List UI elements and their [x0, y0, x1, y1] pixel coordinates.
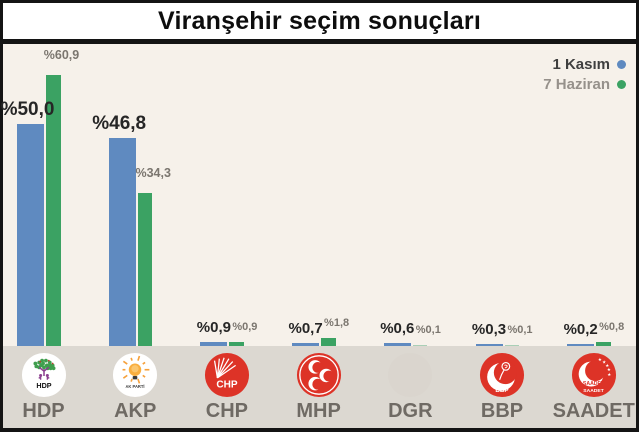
party-logo-bbp-icon: BBP — [479, 352, 525, 398]
party-column-dgr: DGR — [364, 346, 456, 423]
value-label-7haziran-dgr: %0,1 — [415, 323, 441, 336]
bar-1kasim-hdp[interactable] — [17, 123, 44, 346]
party-label-hdp: HDP — [22, 400, 65, 422]
bar-7haziran-mhp[interactable] — [321, 338, 336, 346]
party-label-bbp: BBP — [480, 400, 524, 422]
chart-plot-area: 1 Kasım 7 Haziran %50,0 %60,9 %46,8 %34,3 %0,… — [0, 44, 636, 346]
value-label-7haziran-bbp: %0,1 — [507, 323, 533, 336]
bar-1kasim-chp[interactable] — [200, 342, 228, 346]
party-footer-band: HDP HDP AK PARTİ AKP CHP CHP MHP DGR BBP BBP ★ ★ ★ ★ ★… — [3, 346, 636, 428]
value-label-1kasim-saadet: %0,2 — [563, 320, 598, 338]
chart-title-bar: Viranşehir seçim sonuçları — [3, 3, 636, 39]
bar-7haziran-akp[interactable] — [137, 193, 153, 346]
value-label-1kasim-chp: %0,9 — [196, 319, 231, 336]
value-label-7haziran-saadet: %0,8 — [599, 321, 625, 334]
svg-text:★: ★ — [605, 363, 609, 368]
party-label-chp: CHP — [205, 400, 248, 422]
party-logo-mhp-icon — [296, 352, 342, 398]
svg-text:SAADET: SAADET — [583, 381, 605, 387]
svg-text:★: ★ — [607, 372, 611, 377]
value-label-1kasim-akp: %46,8 — [92, 112, 147, 134]
chart-legend: 1 Kasım 7 Haziran — [543, 54, 626, 94]
bar-7haziran-bbp[interactable] — [504, 344, 519, 346]
value-label-7haziran-chp: %0,9 — [232, 321, 258, 333]
legend-dot-green-icon — [617, 79, 626, 89]
legend-dot-blue-icon — [617, 59, 626, 69]
bar-1kasim-akp[interactable] — [108, 137, 136, 346]
value-label-1kasim-mhp: %0,7 — [288, 319, 323, 337]
party-logo-chp-icon: CHP — [204, 352, 250, 398]
party-logo-hdp-icon: HDP — [21, 352, 67, 398]
value-label-7haziran-hdp: %60,9 — [43, 48, 80, 62]
legend-item-7haziran: 7 Haziran — [543, 74, 626, 94]
party-column-saadet: ★ ★ ★ ★ ★ SAADET SAADET SAADET — [548, 346, 639, 423]
party-label-mhp: MHP — [296, 400, 341, 422]
bar-1kasim-saadet[interactable] — [567, 343, 595, 346]
party-column-hdp: HDP HDP — [0, 346, 90, 423]
svg-text:★: ★ — [607, 367, 611, 372]
legend-label-1kasim: 1 Kasım — [552, 55, 610, 73]
bar-7haziran-saadet[interactable] — [596, 342, 611, 346]
svg-text:BBP: BBP — [495, 387, 508, 394]
bar-1kasim-mhp[interactable] — [292, 342, 320, 346]
value-label-7haziran-akp: %34,3 — [135, 166, 171, 181]
party-label-dgr: DGR — [388, 400, 433, 422]
party-column-chp: CHP CHP — [181, 346, 273, 423]
value-label-1kasim-dgr: %0,6 — [380, 320, 415, 338]
bar-7haziran-chp[interactable] — [229, 342, 244, 346]
svg-text:CHP: CHP — [216, 379, 238, 390]
legend-label-7haziran: 7 Haziran — [543, 75, 610, 93]
page-title: Viranşehir seçim sonuçları — [158, 6, 481, 35]
bar-7haziran-dgr[interactable] — [412, 344, 428, 346]
svg-text:HDP: HDP — [36, 382, 51, 390]
svg-text:★: ★ — [602, 360, 606, 365]
value-label-1kasim-bbp: %0,3 — [471, 320, 507, 338]
party-label-saadet: SAADET — [552, 400, 635, 422]
legend-item-1kasim: 1 Kasım — [543, 54, 626, 74]
party-column-bbp: BBP BBP — [456, 346, 548, 423]
party-column-akp: AK PARTİ AKP — [89, 346, 181, 423]
party-label-akp: AKP — [114, 400, 157, 422]
svg-text:SAADET: SAADET — [583, 388, 603, 394]
party-logo-akp-icon: AK PARTİ — [112, 352, 158, 398]
bar-7haziran-hdp[interactable] — [46, 75, 61, 346]
svg-text:AK PARTİ: AK PARTİ — [126, 384, 145, 389]
svg-text:★: ★ — [598, 357, 602, 362]
bar-1kasim-dgr[interactable] — [383, 343, 411, 346]
party-logo-dgr-icon — [387, 352, 433, 398]
bar-1kasim-bbp[interactable] — [475, 343, 503, 346]
party-logo-saadet-icon: ★ ★ ★ ★ ★ SAADET SAADET — [571, 352, 617, 398]
party-column-mhp: MHP — [273, 346, 365, 423]
value-label-7haziran-mhp: %1,8 — [324, 317, 350, 329]
value-label-1kasim-hdp: %50,0 — [0, 98, 55, 120]
